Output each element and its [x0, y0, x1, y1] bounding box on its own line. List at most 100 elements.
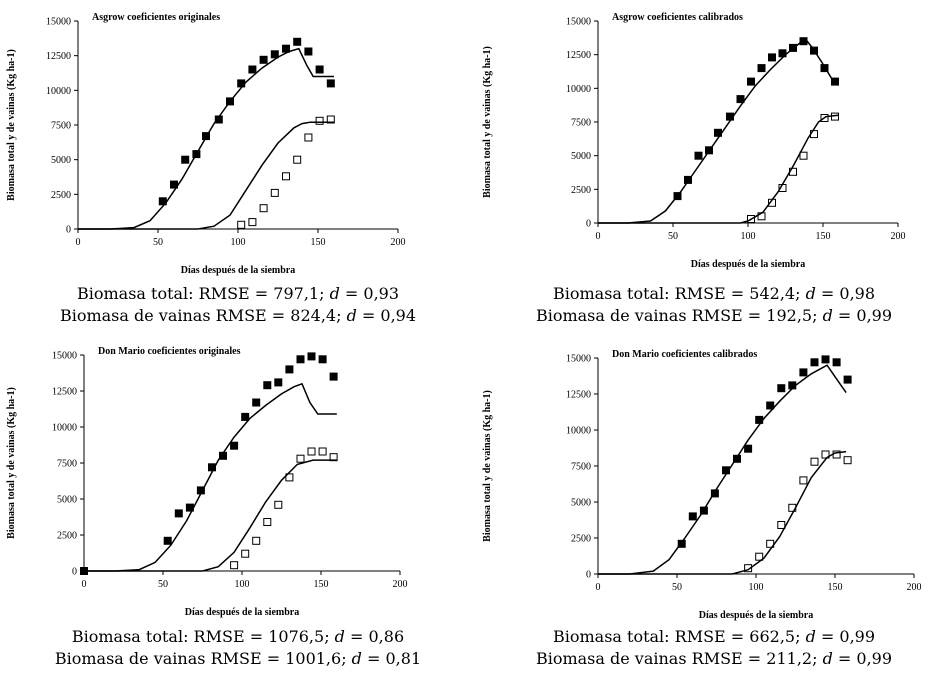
y-tick-label: 12500: [52, 387, 77, 398]
observed-total-point: [744, 444, 753, 453]
observed-total-point: [163, 536, 172, 545]
x-tick-label: 50: [153, 237, 163, 248]
simulated-pods-line: [78, 121, 334, 230]
observed-total-point: [252, 398, 261, 407]
y-axis-label: Biomasa total y de vainas (Kg ha-1): [482, 390, 493, 542]
y-tick-label: 15000: [46, 17, 71, 28]
y-tick-label: 15000: [52, 351, 77, 362]
observed-total-point: [733, 454, 741, 463]
observed-total-point: [230, 441, 239, 450]
observed-total-point: [820, 64, 829, 73]
y-tick-label: 7500: [57, 459, 77, 470]
chart-svg: 0 2500 5000 7500 10000 12500 15000 0 50 100 150 200…: [482, 349, 922, 621]
y-tick-label: 10000: [46, 86, 71, 97]
y-tick-label: 7500: [571, 462, 591, 473]
fit-stats-caption: Biomasa total: RMSE = 662,5; d = 0,99 Bi…: [476, 626, 952, 670]
simulated-total-line: [78, 47, 334, 230]
chart-panel-donmario-calibrados: 0 2500 5000 7500 10000 12500 15000 0 50 100 150 200…: [476, 338, 952, 676]
x-tick-label: 0: [596, 231, 601, 242]
fit-stats-caption: Biomasa total: RMSE = 797,1; d = 0,93 Bi…: [0, 283, 476, 327]
observed-pods-point: [307, 447, 316, 456]
chart-title: Asgrow coeficientes calibrados: [612, 12, 743, 23]
observed-pods-point: [263, 518, 272, 526]
caption-line-pods: Biomasa de vainas RMSE = 211,2; d = 0,99: [535, 649, 893, 668]
caption-line-total: Biomasa total: RMSE = 1076,5; d = 0,86: [71, 627, 405, 646]
observed-total-point: [181, 155, 190, 164]
observed-pods-point: [799, 476, 808, 485]
x-tick-label: 150: [816, 231, 831, 242]
caption-line-pods: Biomasa de vainas RMSE = 824,4; d = 0,94: [59, 306, 417, 325]
x-tick-label: 100: [235, 579, 250, 590]
chart-title: Don Mario coeficientes calibrados: [612, 349, 757, 360]
observed-pods-point: [304, 133, 313, 142]
observed-pods-point: [744, 564, 753, 573]
observed-total-point: [174, 509, 183, 518]
observed-total-point: [270, 50, 279, 59]
y-axis-label: Biomasa total y de vainas (Kg ha-1): [6, 49, 17, 201]
observed-pods-point: [293, 155, 302, 164]
chart-title: Asgrow coeficientes originales: [92, 12, 220, 23]
observed-total-point: [688, 512, 697, 521]
y-tick-label: 7500: [571, 118, 591, 129]
x-tick-label: 50: [672, 582, 682, 593]
x-tick-label: 0: [76, 237, 81, 248]
simulated-total-line: [598, 37, 835, 224]
observed-pods-point: [274, 500, 283, 509]
y-tick-label: 2500: [51, 190, 71, 201]
y-tick-label: 0: [66, 225, 71, 236]
observed-pods-point: [315, 116, 324, 125]
observed-total-point: [304, 47, 313, 56]
y-tick-label: 12500: [566, 390, 591, 401]
y-axis-label: Biomasa total y de vainas (Kg ha-1): [482, 46, 493, 198]
y-tick-label: 15000: [566, 17, 591, 28]
observed-total-point: [248, 65, 257, 74]
observed-total-point: [710, 489, 719, 498]
x-tick-label: 150: [828, 582, 843, 593]
x-tick-label: 150: [314, 579, 329, 590]
observed-pods-point: [777, 521, 786, 529]
y-tick-label: 5000: [51, 155, 71, 166]
observed-total-point: [282, 44, 290, 53]
observed-pods-point: [248, 218, 257, 227]
x-tick-label: 50: [158, 579, 168, 590]
observed-pods-point: [241, 549, 250, 558]
chart-svg: 0 2500 5000 7500 10000 12500 15000 0 50 100 150 200…: [6, 12, 406, 276]
observed-total-point: [263, 381, 272, 390]
observed-total-point: [296, 355, 305, 364]
observed-pods-point: [810, 457, 819, 466]
simulated-total-line: [598, 364, 847, 575]
x-axis-label: Días después de la siembra: [185, 607, 299, 618]
observed-total-point: [329, 372, 338, 381]
x-tick-label: 0: [82, 579, 87, 590]
observed-total-point: [799, 368, 808, 377]
observed-total-point: [832, 358, 841, 367]
observed-pods-point: [285, 473, 294, 482]
observed-total-point: [315, 65, 324, 74]
simulated-pods-line: [84, 459, 337, 572]
simulated-pods-line: [598, 114, 839, 224]
chart-panel-asgrow-originales: 0 2500 5000 7500 10000 12500 15000 0 50 100 150 200…: [0, 0, 476, 338]
y-tick-label: 0: [586, 219, 591, 230]
x-axis-label: Días después de la siembra: [691, 259, 805, 270]
x-tick-label: 0: [596, 582, 601, 593]
observed-total-point: [757, 64, 766, 73]
observed-pods-point: [282, 172, 290, 181]
x-tick-label: 200: [907, 582, 922, 593]
fit-stats-caption: Biomasa total: RMSE = 1076,5; d = 0,86 B…: [0, 626, 476, 670]
observed-total-point: [766, 401, 775, 410]
fit-stats-caption: Biomasa total: RMSE = 542,4; d = 0,98 Bi…: [476, 283, 952, 327]
y-tick-label: 12500: [566, 50, 591, 61]
y-tick-label: 2500: [571, 185, 591, 196]
y-tick-label: 0: [586, 570, 591, 581]
observed-pods-point: [799, 151, 808, 160]
caption-line-pods: Biomasa de vainas RMSE = 192,5; d = 0,99: [535, 306, 893, 325]
observed-total-point: [777, 384, 786, 393]
observed-pods-point: [259, 204, 268, 213]
y-axis-label: Biomasa total y de vainas (Kg ha-1): [6, 387, 17, 539]
observed-pods-point: [230, 561, 239, 570]
observed-total-point: [285, 365, 294, 374]
y-tick-label: 5000: [571, 151, 591, 162]
y-tick-label: 2500: [571, 534, 591, 545]
chart-svg: 0 2500 5000 7500 10000 12500 15000 0 50 100 150 200…: [6, 346, 408, 618]
y-tick-label: 7500: [51, 121, 71, 132]
